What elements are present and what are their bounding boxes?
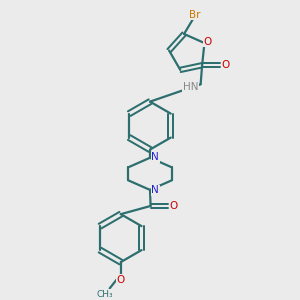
- Text: Br: Br: [188, 10, 200, 20]
- Text: O: O: [117, 274, 125, 285]
- Text: O: O: [203, 37, 212, 46]
- Text: N: N: [152, 152, 159, 162]
- Text: O: O: [221, 60, 230, 70]
- Text: O: O: [169, 201, 178, 211]
- Text: CH₃: CH₃: [97, 290, 114, 299]
- Text: N: N: [152, 185, 159, 196]
- Text: HN: HN: [183, 82, 198, 92]
